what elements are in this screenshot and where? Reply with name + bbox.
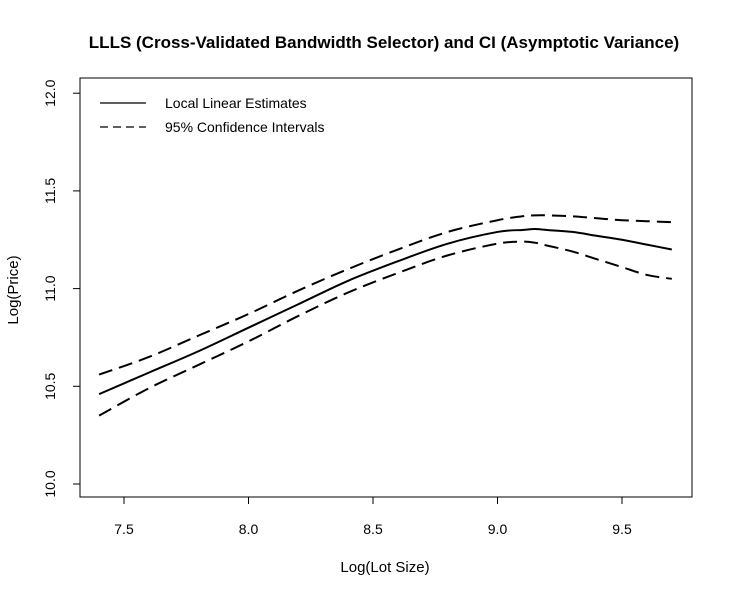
y-tick-label: 10.0	[42, 470, 58, 497]
y-axis: 10.0 10.5 11.0 11.5 12.0	[42, 79, 81, 498]
x-tick-label: 8.5	[363, 521, 383, 537]
ci-line-2	[98, 240, 672, 417]
chart-title: LLLS (Cross-Validated Bandwidth Selector…	[89, 33, 679, 52]
legend-label-estimates: Local Linear Estimates	[165, 95, 307, 111]
ci-line-1	[98, 214, 672, 376]
plot-frame	[79, 77, 693, 498]
estimate-line	[98, 227, 672, 396]
y-tick-label: 11.0	[42, 275, 58, 301]
y-tick-label: 12.0	[42, 79, 58, 106]
series-layer	[98, 214, 672, 417]
x-tick-label: 8.0	[239, 521, 259, 537]
legend-label-ci: 95% Confidence Intervals	[165, 119, 325, 135]
y-tick-label: 10.5	[42, 372, 58, 399]
legend: Local Linear Estimates 95% Confidence In…	[100, 95, 325, 135]
x-axis-label: Log(Lot Size)	[340, 559, 429, 576]
x-tick-label: 9.0	[488, 521, 508, 537]
x-tick-label: 9.5	[612, 521, 632, 537]
y-tick-label: 11.5	[42, 178, 58, 204]
x-tick-label: 7.5	[114, 521, 134, 537]
x-axis: 7.5 8.0 8.5 9.0 9.5	[114, 496, 632, 537]
y-axis-label: Log(Price)	[5, 255, 22, 324]
